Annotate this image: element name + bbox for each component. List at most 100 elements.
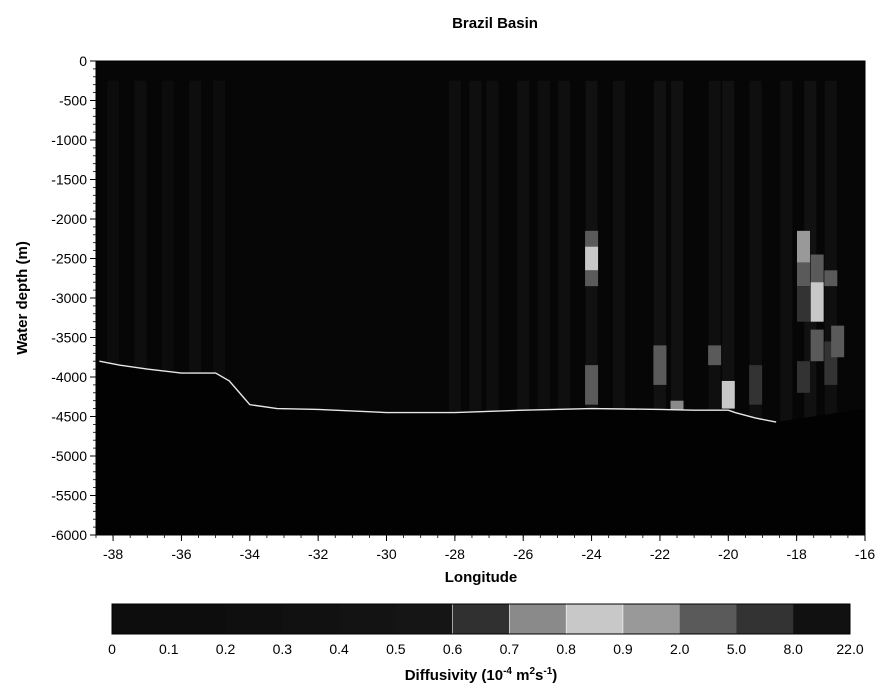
colorbar-tick-label: 0.1 <box>159 641 179 657</box>
colorbar-tick-label: 0.8 <box>556 641 576 657</box>
colorbar-tick-label: 22.0 <box>836 641 863 657</box>
x-tick-label: -20 <box>718 546 738 562</box>
y-tick-label: -3500 <box>51 330 87 346</box>
diffusivity-patch <box>796 361 810 393</box>
profile-stripe <box>486 80 499 512</box>
y-tick-label: 0 <box>79 53 87 69</box>
colorbar-label-exp3: -1 <box>543 666 552 677</box>
chart-title: Brazil Basin <box>452 15 538 32</box>
diffusivity-patch <box>585 230 599 247</box>
profile-stripe <box>653 80 666 512</box>
colorbar-cells <box>112 603 851 635</box>
profile-stripe <box>537 80 550 512</box>
x-tick-label: -38 <box>103 546 123 562</box>
colorbar-cell <box>452 603 511 635</box>
profile-stripe <box>517 80 530 512</box>
y-axis: 0 -500 -1000 -1500 -2000 -2500 -3000 -3500 -4000… <box>51 53 96 543</box>
x-tick-label: -34 <box>240 546 260 562</box>
colorbar-label-mid2: s <box>535 667 543 684</box>
colorbar-tick-label: 0.5 <box>386 641 406 657</box>
profile-stripe <box>780 80 793 512</box>
colorbar-cell <box>395 604 454 634</box>
colorbar-tick-label: 0.3 <box>273 641 293 657</box>
x-tick-label: -18 <box>787 546 807 562</box>
x-tick-label: -32 <box>308 546 328 562</box>
colorbar-cell <box>339 604 397 634</box>
y-tick-label: -5500 <box>51 488 87 504</box>
x-tick-label: -22 <box>650 546 670 562</box>
x-tick-label: -26 <box>513 546 533 562</box>
y-tick-label: -6000 <box>51 527 87 543</box>
profile-stripe <box>469 80 482 512</box>
colorbar-label: Diffusivity (10-4 m2s-1) <box>405 666 558 684</box>
plot-area <box>95 60 866 536</box>
colorbar-cell <box>793 604 851 634</box>
colorbar-ticks: 0 0.1 0.2 0.3 0.4 0.5 0.6 0.7 0.8 0.9 2.0 5.0 8.0 22.… <box>108 641 864 657</box>
colorbar-tick-label: 0.4 <box>329 641 349 657</box>
colorbar-tick-label: 0.6 <box>443 641 463 657</box>
colorbar-tick-label: 0.7 <box>500 641 520 657</box>
colorbar-cell <box>509 603 567 635</box>
x-tick-label: -36 <box>171 546 191 562</box>
y-tick-label: -1000 <box>51 132 87 148</box>
x-axis-label: Longitude <box>445 569 517 586</box>
colorbar-cell <box>622 603 681 635</box>
colorbar-tick-label: 8.0 <box>783 641 803 657</box>
profile-stripe <box>708 80 721 512</box>
colorbar-tick-label: 0.2 <box>216 641 236 657</box>
colorbar-tick-label: 0.9 <box>613 641 633 657</box>
seafloor-area <box>96 361 865 535</box>
diffusivity-patch <box>796 262 810 287</box>
y-axis-label: Water depth (m) <box>14 241 31 355</box>
colorbar-label-exp1: -4 <box>503 666 512 677</box>
profile-stripe <box>558 80 571 512</box>
y-tick-label: -4500 <box>51 409 87 425</box>
diffusivity-patch <box>824 270 838 287</box>
diffusivity-patch <box>585 246 599 271</box>
y-tick-label: -2000 <box>51 211 87 227</box>
y-tick-label: -5000 <box>51 448 87 464</box>
diffusivity-patch <box>708 345 722 366</box>
profile-stripe <box>824 80 837 512</box>
y-tick-label: -3000 <box>51 290 87 306</box>
colorbar-frame <box>111 603 851 635</box>
bathymetry-line <box>99 360 777 423</box>
y-tick-label: -2500 <box>51 251 87 267</box>
colorbar-cell <box>168 604 227 634</box>
colorbar-label-mid: m <box>512 667 530 684</box>
diffusivity-patch <box>831 325 845 358</box>
colorbar: 0 0.1 0.2 0.3 0.4 0.5 0.6 0.7 0.8 0.9 2.0 5.0 8.0 22.… <box>108 603 864 657</box>
colorbar-cell <box>225 604 283 634</box>
diffusivity-patch <box>585 365 599 405</box>
colorbar-tick-label: 0 <box>108 641 116 657</box>
seafloor-layer <box>96 361 865 535</box>
x-tick-label: -24 <box>581 546 601 562</box>
colorbar-tick-label: 2.0 <box>670 641 690 657</box>
diffusivity-patch <box>721 380 735 409</box>
diffusivity-patch <box>810 329 824 362</box>
colorbar-cell <box>679 604 737 634</box>
colorbar-cell <box>736 604 794 634</box>
diffusivity-patch <box>653 345 667 385</box>
colorbar-label-suffix: ) <box>552 667 557 684</box>
profile-stripe <box>448 80 461 512</box>
x-tick-label: -16 <box>855 546 875 562</box>
patches-layer <box>468 230 845 496</box>
colorbar-cell <box>565 603 624 635</box>
y-tick-label: -4000 <box>51 369 87 385</box>
y-tick-label: -1500 <box>51 172 87 188</box>
diffusivity-patch <box>796 286 810 322</box>
diffusivity-patch <box>810 254 824 283</box>
diffusivity-patch <box>585 270 599 287</box>
colorbar-cell <box>282 604 340 634</box>
y-tick-label: -500 <box>59 93 87 109</box>
colorbar-tick-label: 5.0 <box>727 641 747 657</box>
x-tick-label: -28 <box>445 546 465 562</box>
diffusivity-patch <box>810 282 824 322</box>
colorbar-label-exp2: 2 <box>529 666 535 677</box>
diffusivity-patch <box>796 230 810 263</box>
x-axis: -38 -36 -34 -32 -30 -28 -26 -24 -22 -20 -18 -16 <box>95 535 875 562</box>
colorbar-label-prefix: Diffusivity (10 <box>405 667 503 684</box>
profile-stripe <box>804 80 817 512</box>
